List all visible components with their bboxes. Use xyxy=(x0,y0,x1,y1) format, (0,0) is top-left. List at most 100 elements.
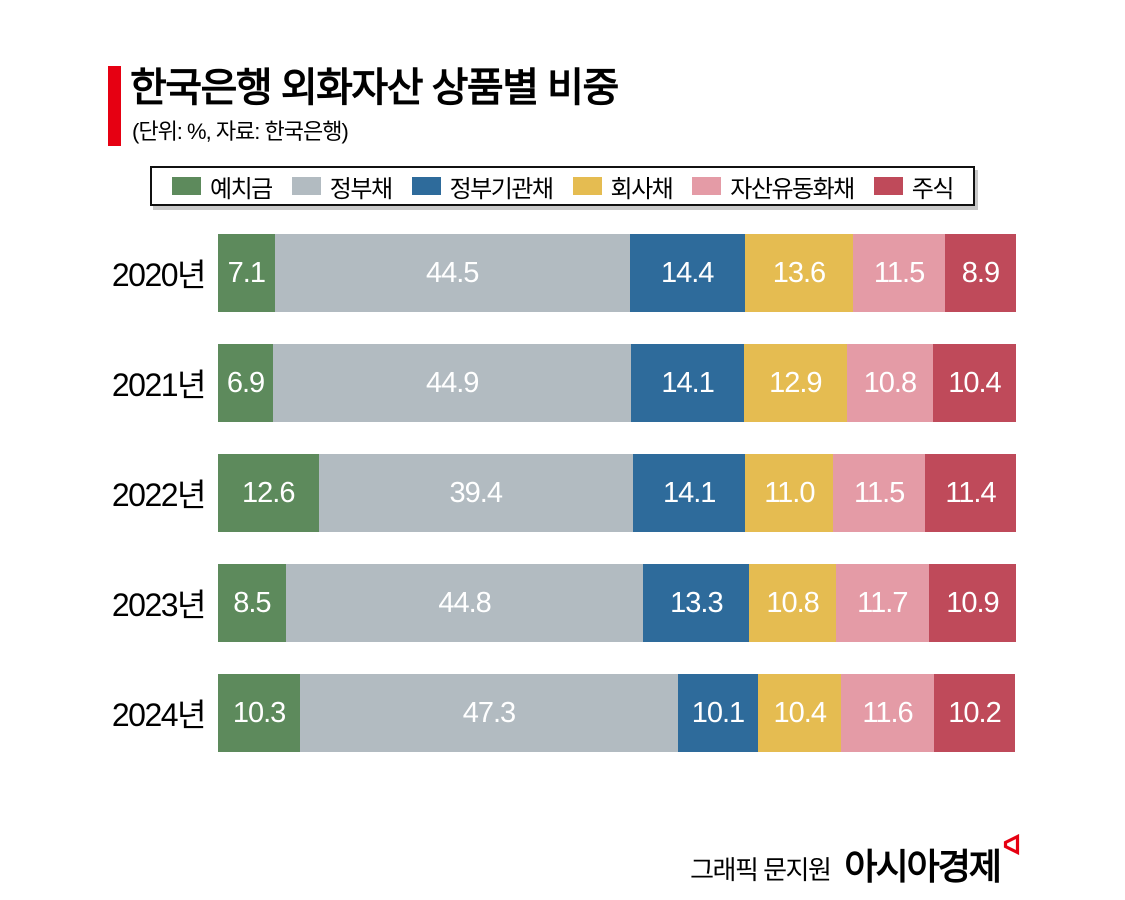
legend-item: 정부채 xyxy=(291,169,393,204)
row-year-label: 2023년 xyxy=(111,587,207,623)
bar-segment-label: 11.7 xyxy=(857,586,908,619)
bar-segment-정부채: 44.5 xyxy=(274,234,630,312)
chart-row: 2022년 12.6 39.4 14.1 11.0 11.5 11.4 xyxy=(108,454,1016,532)
bar-segment-예치금: 12.6 xyxy=(218,454,319,532)
bar-segment-label: 14.1 xyxy=(661,366,714,399)
page-subtitle: (단위: %, 자료: 한국은행) xyxy=(132,119,349,144)
legend-label: 정부채 xyxy=(329,175,393,203)
stacked-bar-chart: 2020년 7.1 44.5 14.4 13.6 11.5 8.9 2021년 … xyxy=(108,234,1016,752)
bar-segment-자산유동화채: 11.7 xyxy=(835,564,929,642)
stacked-bar: 8.5 44.8 13.3 10.8 11.7 10.9 xyxy=(218,564,1016,642)
bar-segment-회사채: 10.8 xyxy=(749,564,836,642)
row-year-label: 2020년 xyxy=(111,257,207,293)
legend-swatch xyxy=(291,177,321,195)
footer: 그래픽 문지원 아시아경제 xyxy=(690,834,1020,890)
title-accent-bar xyxy=(108,66,121,146)
bar-segment-정부기관채: 14.1 xyxy=(632,454,746,532)
bar-segment-정부채: 47.3 xyxy=(300,674,678,752)
bar-segment-label: 14.4 xyxy=(660,256,714,289)
asiae-flag-icon xyxy=(1003,834,1020,855)
row-year-label: 2022년 xyxy=(111,477,207,513)
stacked-bar: 6.9 44.9 14.1 12.9 10.8 10.4 xyxy=(218,344,1016,422)
bar-segment-label: 10.9 xyxy=(946,586,999,619)
bar-segment-정부기관채: 13.3 xyxy=(643,564,750,642)
bar-segment-정부채: 44.8 xyxy=(285,564,644,642)
bar-segment-label: 8.9 xyxy=(961,256,1000,289)
bar-segment-자산유동화채: 10.8 xyxy=(846,344,933,422)
bar-segment-label: 11.6 xyxy=(862,696,913,729)
bar-segment-자산유동화채: 11.5 xyxy=(853,234,945,312)
legend-label: 정부기관채 xyxy=(449,175,554,203)
bar-segment-정부기관채: 14.1 xyxy=(631,344,744,422)
legend-swatch xyxy=(692,177,722,195)
legend-item: 주식 xyxy=(873,169,955,204)
bar-segment-예치금: 8.5 xyxy=(218,564,286,642)
bar-segment-주식: 10.9 xyxy=(928,564,1016,642)
bar-segment-label: 44.8 xyxy=(438,586,491,619)
bar-segment-label: 10.3 xyxy=(232,696,286,729)
bar-segment-주식: 8.9 xyxy=(944,234,1016,312)
bar-segment-예치금: 10.3 xyxy=(218,674,301,752)
page-title: 한국은행 외화자산 상품별 비중 xyxy=(130,66,619,110)
bar-segment-정부기관채: 10.1 xyxy=(677,674,759,752)
bar-segment-정부기관채: 14.4 xyxy=(629,234,745,312)
bar-segment-예치금: 7.1 xyxy=(218,234,275,312)
chart-row: 2021년 6.9 44.9 14.1 12.9 10.8 10.4 xyxy=(108,344,1016,422)
bar-segment-label: 11.4 xyxy=(945,476,996,509)
legend-swatch xyxy=(411,177,441,195)
bar-segment-label: 10.4 xyxy=(773,696,827,729)
title-block: 한국은행 외화자산 상품별 비중 (단위: %, 자료: 한국은행) xyxy=(130,66,619,146)
bar-segment-label: 10.4 xyxy=(948,366,1001,399)
bar-segment-label: 11.0 xyxy=(764,476,815,509)
legend-label: 회사채 xyxy=(610,175,674,203)
bar-segment-label: 13.6 xyxy=(772,256,826,289)
legend-swatch xyxy=(172,177,201,195)
legend-label: 자산유동화채 xyxy=(730,175,855,203)
bar-segment-회사채: 10.4 xyxy=(758,674,842,752)
bar-segment-label: 13.3 xyxy=(670,586,723,619)
bar-segment-label: 7.1 xyxy=(227,256,266,289)
bar-segment-정부채: 44.9 xyxy=(273,344,632,422)
bar-segment-label: 11.5 xyxy=(873,256,925,289)
bar-segment-label: 10.8 xyxy=(766,586,819,619)
stacked-bar: 10.3 47.3 10.1 10.4 11.6 10.2 xyxy=(218,674,1016,752)
bar-segment-자산유동화채: 11.5 xyxy=(833,454,925,532)
bar-segment-예치금: 6.9 xyxy=(218,344,274,422)
bar-segment-정부채: 39.4 xyxy=(318,454,633,532)
stacked-bar: 12.6 39.4 14.1 11.0 11.5 11.4 xyxy=(218,454,1016,532)
bar-segment-회사채: 13.6 xyxy=(744,234,854,312)
legend-swatch xyxy=(873,177,903,195)
bar-segment-label: 8.5 xyxy=(233,586,271,619)
bar-segment-주식: 10.2 xyxy=(933,674,1016,752)
legend-item: 정부기관채 xyxy=(411,169,554,204)
legend-item: 회사채 xyxy=(572,169,674,204)
row-year-label: 2021년 xyxy=(111,367,207,403)
bar-segment-주식: 11.4 xyxy=(925,454,1016,532)
bar-segment-주식: 10.4 xyxy=(932,344,1016,422)
legend-item: 자산유동화채 xyxy=(692,169,855,204)
brand-wrap: 아시아경제 xyxy=(844,834,1020,890)
graphic-credit: 그래픽 문지원 xyxy=(690,855,832,885)
bar-segment-label: 12.9 xyxy=(769,366,822,399)
legend-label: 주식 xyxy=(911,175,955,203)
chart-row: 2024년 10.3 47.3 10.1 10.4 11.6 10.2 xyxy=(108,674,1016,752)
header: 한국은행 외화자산 상품별 비중 (단위: %, 자료: 한국은행) xyxy=(108,66,1125,146)
legend-label: 예치금 xyxy=(210,175,273,203)
bar-segment-label: 44.9 xyxy=(425,366,479,399)
bar-segment-label: 39.4 xyxy=(449,476,503,509)
brand-name: 아시아경제 xyxy=(844,846,1002,887)
bar-segment-자산유동화채: 11.6 xyxy=(841,674,934,752)
legend: 예치금 정부채 정부기관채 회사채 자산유동화채 주식 xyxy=(150,166,975,206)
chart-row: 2023년 8.5 44.8 13.3 10.8 11.7 10.9 xyxy=(108,564,1016,642)
chart-row: 2020년 7.1 44.5 14.4 13.6 11.5 8.9 xyxy=(108,234,1016,312)
legend-swatch xyxy=(572,177,602,195)
bar-segment-label: 12.6 xyxy=(242,476,295,509)
legend-item: 예치금 xyxy=(172,169,273,204)
bar-segment-label: 44.5 xyxy=(425,256,479,289)
bar-segment-label: 10.8 xyxy=(863,366,917,399)
stacked-bar: 7.1 44.5 14.4 13.6 11.5 8.9 xyxy=(218,234,1016,312)
bar-segment-label: 47.3 xyxy=(462,696,516,729)
bar-segment-label: 10.2 xyxy=(948,696,1001,729)
row-year-label: 2024년 xyxy=(111,697,207,733)
